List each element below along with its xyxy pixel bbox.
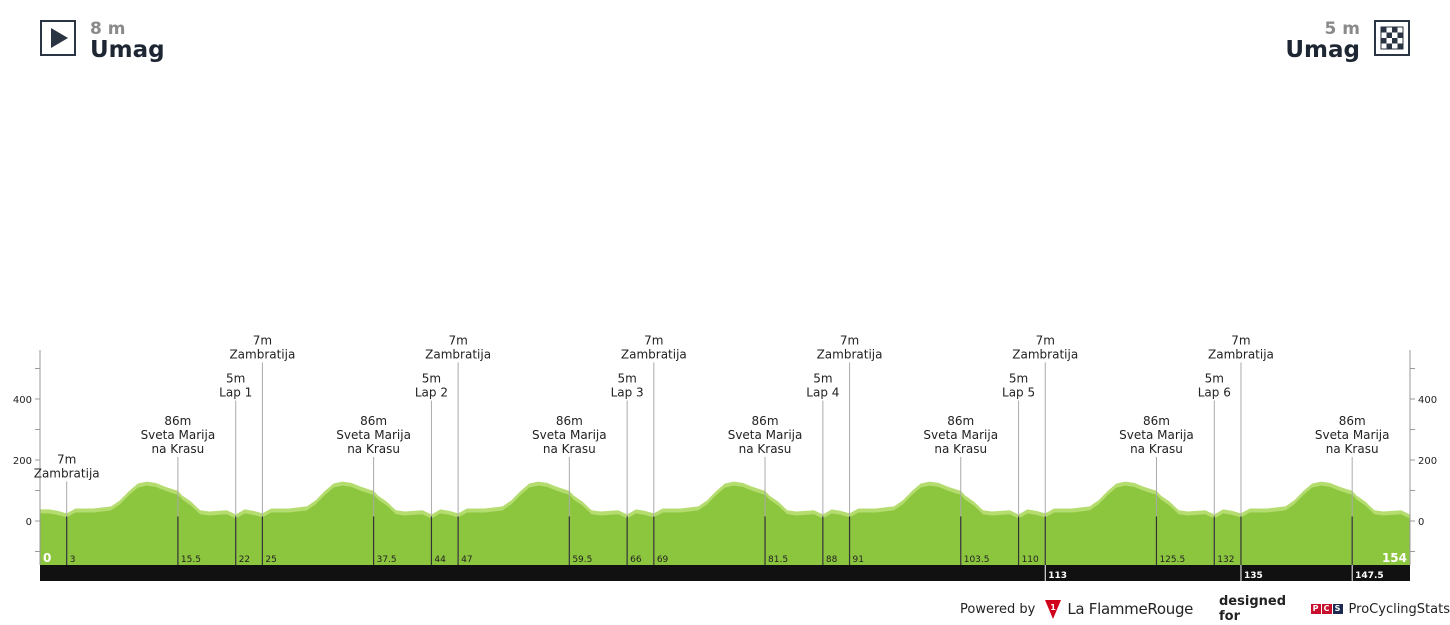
waypoint-label: na Krasu: [739, 442, 792, 456]
km-label: 110: [1022, 555, 1039, 565]
finish-altitude: 5 m: [1324, 19, 1360, 39]
km-label: 22: [239, 555, 250, 565]
pcs-letter-s: S: [1332, 604, 1343, 614]
pcs-letter-c: C: [1321, 604, 1332, 614]
y-tick-label-left: 0: [26, 517, 32, 528]
y-tick-label-left: 400: [13, 395, 32, 406]
waypoint-label: Sveta Marija: [141, 428, 216, 442]
waypoint-label: Zambratija: [1208, 347, 1274, 361]
waypoint-label: 7m: [448, 333, 467, 347]
start-km-label: 0: [43, 551, 51, 565]
waypoint-label: Sveta Marija: [532, 428, 607, 442]
waypoint-label: 7m: [840, 333, 859, 347]
waypoint-label: 86m: [556, 414, 583, 428]
waypoint-label: Zambratija: [817, 347, 883, 361]
waypoint-label: Zambratija: [425, 347, 491, 361]
waypoint-label: 7m: [1231, 333, 1250, 347]
waypoint-label: Zambratija: [229, 347, 295, 361]
km-label: 44: [434, 555, 446, 565]
km-label: 37.5: [377, 555, 397, 565]
km-label: 3: [70, 555, 76, 565]
km-bar: [40, 565, 1410, 581]
waypoint-label: Sveta Marija: [728, 428, 803, 442]
waypoint-label: na Krasu: [934, 442, 987, 456]
waypoint-label: Lap 5: [1002, 386, 1035, 400]
waypoint-label: na Krasu: [543, 442, 596, 456]
powered-by-credit: Powered by 1 La FlammeRouge: [960, 598, 1193, 620]
km-label: 15.5: [181, 555, 201, 565]
km-label: 66: [630, 555, 642, 565]
waypoint-label: na Krasu: [1326, 442, 1379, 456]
start-city: Umag: [90, 37, 165, 63]
svg-text:1: 1: [1051, 603, 1057, 612]
designed-for-credit: designed for P C S ProCyclingStats: [1219, 594, 1450, 624]
la-flamme-rouge-logo-icon: 1: [1045, 600, 1062, 619]
start-play-icon: [40, 20, 76, 56]
checkered-flag-icon: [1374, 20, 1410, 56]
waypoint-label: Zambratija: [1012, 347, 1078, 361]
km-label: 125.5: [1159, 555, 1185, 565]
km-label: 91: [853, 555, 864, 565]
waypoint-label: Lap 1: [219, 386, 252, 400]
finish-km-label: 154: [1382, 551, 1407, 565]
y-tick-label-right: 0: [1418, 517, 1424, 528]
pcs-letter-p: P: [1310, 604, 1321, 614]
pcs-name: ProCyclingStats: [1348, 601, 1450, 617]
waypoint-label: 7m: [57, 452, 76, 466]
y-tick-label-right: 200: [1418, 456, 1437, 467]
waypoint-label: Lap 4: [806, 386, 839, 400]
waypoint-label: 7m: [1036, 333, 1055, 347]
waypoint-label: 5m: [813, 372, 832, 386]
waypoint-label: 5m: [1009, 372, 1028, 386]
y-tick-label-right: 400: [1418, 395, 1437, 406]
lfr-name-part-a: La Flamme: [1067, 600, 1148, 618]
km-label: 132: [1217, 555, 1234, 565]
waypoint-label: Lap 3: [611, 386, 644, 400]
km-label: 25: [265, 555, 276, 565]
waypoint-label: na Krasu: [347, 442, 400, 456]
waypoint-label: 5m: [422, 372, 441, 386]
finish-city: Umag: [1285, 37, 1360, 63]
waypoint-label: 86m: [360, 414, 387, 428]
km-label: 81.5: [768, 555, 788, 565]
km-label: 47: [461, 555, 472, 565]
waypoint-label: Sveta Marija: [1315, 428, 1390, 442]
waypoint-label: 7m: [644, 333, 663, 347]
waypoint-label: Lap 6: [1198, 386, 1231, 400]
waypoint-label: 86m: [1143, 414, 1170, 428]
start-altitude: 8 m: [90, 19, 126, 39]
km-label: 69: [657, 555, 669, 565]
waypoint-label: 86m: [164, 414, 191, 428]
powered-by-text: Powered by: [960, 601, 1036, 617]
km-bar-label: 113: [1048, 571, 1067, 581]
waypoint-label: 5m: [617, 372, 636, 386]
km-bar-label: 135: [1244, 571, 1263, 581]
waypoint-label: Sveta Marija: [1119, 428, 1194, 442]
waypoint-label: na Krasu: [1130, 442, 1183, 456]
km-label: 88: [826, 555, 838, 565]
la-flamme-rouge-name: La FlammeRouge: [1067, 600, 1193, 618]
profile-area: [40, 485, 1410, 565]
pcs-logo-icon: P C S: [1310, 604, 1343, 614]
waypoint-label: na Krasu: [151, 442, 204, 456]
waypoint-label: Zambratija: [34, 466, 100, 480]
waypoint-label: 86m: [947, 414, 974, 428]
waypoint-label: Sveta Marija: [923, 428, 998, 442]
waypoint-label: Lap 2: [415, 386, 448, 400]
waypoint-label: Zambratija: [621, 347, 687, 361]
y-tick-label-left: 200: [13, 456, 32, 467]
waypoint-label: Sveta Marija: [336, 428, 411, 442]
waypoint-label: 5m: [1205, 372, 1224, 386]
designed-for-text: designed for: [1219, 594, 1286, 624]
km-bar-label: 147.5: [1355, 571, 1383, 581]
km-label: 59.5: [572, 555, 592, 565]
waypoint-label: 86m: [752, 414, 779, 428]
waypoint-label: 86m: [1339, 414, 1366, 428]
waypoint-label: 5m: [226, 372, 245, 386]
km-label: 103.5: [964, 555, 990, 565]
lfr-name-part-b: Rouge: [1147, 600, 1194, 618]
waypoint-label: 7m: [253, 333, 272, 347]
